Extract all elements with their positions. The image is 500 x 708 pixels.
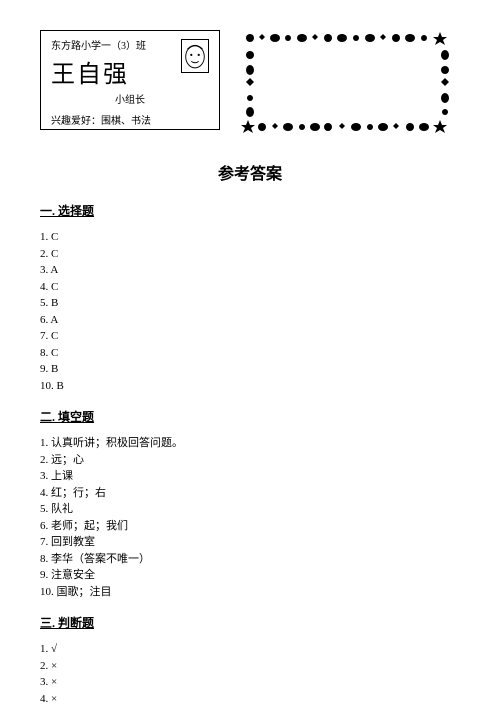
answer-line: 1. 认真听讲；积极回答问题。 (40, 435, 460, 452)
answer-line: 3. A (40, 262, 460, 279)
card-photo (181, 39, 209, 73)
answer-line: 10. 国歌；注目 (40, 584, 460, 601)
answer-line: 1. C (40, 229, 460, 246)
name-card: 东方路小学一（3）班 王自强 小组长 兴趣爱好：围棋、书法 (40, 30, 220, 130)
answer-line: 8. C (40, 345, 460, 362)
answer-block: 1. 认真听讲；积极回答问题。2. 远；心3. 上课4. 红；行；右5. 队礼6… (40, 435, 460, 600)
answer-line: 5. 队礼 (40, 501, 460, 518)
answer-block: 1. C2. C3. A4. C5. B6. A7. C8. C9. B10. … (40, 229, 460, 394)
answer-line: 1. √ (40, 641, 460, 658)
answer-line: 2. C (40, 246, 460, 263)
answer-line: 5. B (40, 295, 460, 312)
answer-line: 4. × (40, 691, 460, 708)
face-icon (182, 40, 208, 72)
answer-line: 6. 老师；起；我们 (40, 518, 460, 535)
answer-line: 7. 回到教室 (40, 534, 460, 551)
answer-block: 1. √2. ×3. ×4. × (40, 641, 460, 707)
answer-line: 3. × (40, 674, 460, 691)
answer-line: 4. C (40, 279, 460, 296)
answer-line: 9. 注意安全 (40, 567, 460, 584)
hobby-label: 兴趣爱好：围棋、书法 (51, 112, 209, 127)
answer-line: 4. 红；行；右 (40, 485, 460, 502)
answer-line: 3. 上课 (40, 468, 460, 485)
main-title: 参考答案 (40, 160, 460, 184)
answer-line: 6. A (40, 312, 460, 329)
header-row: 东方路小学一（3）班 王自强 小组长 兴趣爱好：围棋、书法 (40, 30, 460, 135)
answer-line: 2. × (40, 658, 460, 675)
decorative-frame (240, 30, 455, 135)
sections-container: 一. 选择题1. C2. C3. A4. C5. B6. A7. C8. C9.… (40, 202, 460, 707)
answer-line: 9. B (40, 361, 460, 378)
answer-line: 10. B (40, 378, 460, 395)
answer-line: 2. 远；心 (40, 452, 460, 469)
answer-line: 7. C (40, 328, 460, 345)
answer-line: 8. 李华（答案不唯一） (40, 551, 460, 568)
section-title: 三. 判断题 (40, 614, 460, 631)
section-title: 二. 填空题 (40, 408, 460, 425)
section-title: 一. 选择题 (40, 202, 460, 219)
role-label: 小组长 (51, 91, 209, 106)
